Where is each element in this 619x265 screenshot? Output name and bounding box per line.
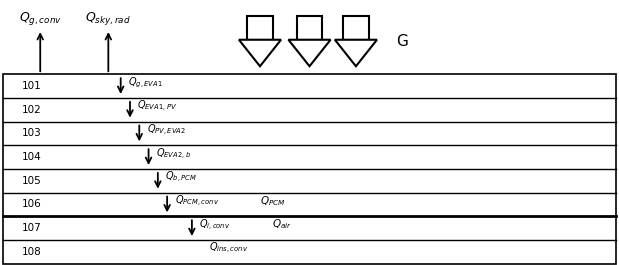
Text: G: G <box>396 34 408 48</box>
Text: $Q_{g,conv}$: $Q_{g,conv}$ <box>19 10 62 26</box>
Text: 107: 107 <box>22 223 41 233</box>
Bar <box>297 16 322 40</box>
Text: $Q_{air}$: $Q_{air}$ <box>272 218 292 231</box>
Text: $Q_{PCM}$: $Q_{PCM}$ <box>260 194 285 208</box>
Polygon shape <box>335 40 377 66</box>
Text: 106: 106 <box>22 200 41 209</box>
Text: $Q_{i,conv}$: $Q_{i,conv}$ <box>199 218 231 233</box>
Text: 104: 104 <box>22 152 41 162</box>
Text: $Q_{sky,rad}$: $Q_{sky,rad}$ <box>85 10 131 26</box>
Bar <box>247 16 273 40</box>
Polygon shape <box>288 40 331 66</box>
Bar <box>3 74 616 264</box>
Polygon shape <box>239 40 281 66</box>
Text: $Q_{PCM,conv}$: $Q_{PCM,conv}$ <box>175 194 219 209</box>
Text: $Q_{EVA1,PV}$: $Q_{EVA1,PV}$ <box>137 99 178 114</box>
Text: 101: 101 <box>22 81 41 91</box>
Text: 105: 105 <box>22 176 41 186</box>
Text: $Q_{b,PCM}$: $Q_{b,PCM}$ <box>165 170 197 185</box>
Text: $Q_{EVA2,b}$: $Q_{EVA2,b}$ <box>156 147 191 162</box>
Text: $Q_{g,EVA1}$: $Q_{g,EVA1}$ <box>128 76 163 90</box>
Text: 103: 103 <box>22 129 41 138</box>
Text: $Q_{PV,EVA2}$: $Q_{PV,EVA2}$ <box>147 123 186 138</box>
Text: $Q_{ins,conv}$: $Q_{ins,conv}$ <box>209 241 248 257</box>
Text: 102: 102 <box>22 105 41 115</box>
Text: 108: 108 <box>22 247 41 257</box>
Bar <box>343 16 369 40</box>
